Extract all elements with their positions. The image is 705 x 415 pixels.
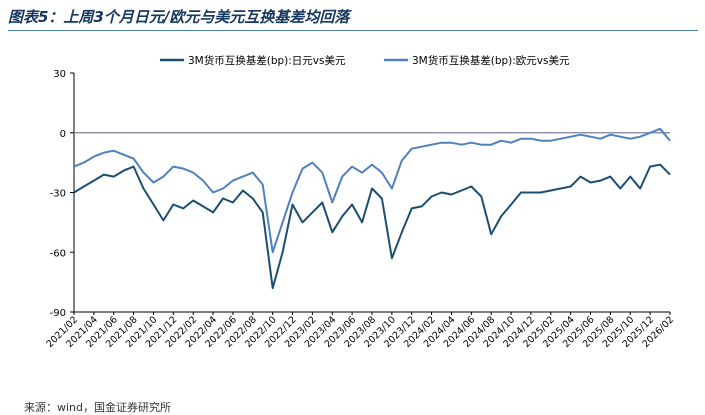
legend-label: 3M货币互换基差(bp):日元vs美元: [188, 54, 346, 67]
chart-series: [73, 127, 671, 290]
y-tick-label: -60: [50, 248, 66, 259]
source-note: 来源：wind，国金证券研究所: [24, 401, 172, 414]
series-line-eur-usd: [73, 127, 671, 254]
y-tick-label: -30: [50, 189, 66, 200]
y-tick-label: 0: [60, 129, 66, 140]
chart-legend: 3M货币互换基差(bp):日元vs美元 3M货币互换基差(bp):欧元vs美元: [160, 54, 570, 67]
legend-label: 3M货币互换基差(bp):欧元vs美元: [412, 54, 570, 67]
title-divider: [8, 30, 698, 31]
chart-title: 图表5：上周3个月日元/欧元与美元互换基差均回落: [8, 8, 350, 26]
y-tick-label: -90: [50, 308, 66, 319]
y-tick-label: 30: [53, 69, 66, 80]
chart-axes: 300-30-60-902021/022021/042021/062021/08…: [44, 69, 676, 350]
series-line-jpy-usd: [73, 163, 671, 290]
